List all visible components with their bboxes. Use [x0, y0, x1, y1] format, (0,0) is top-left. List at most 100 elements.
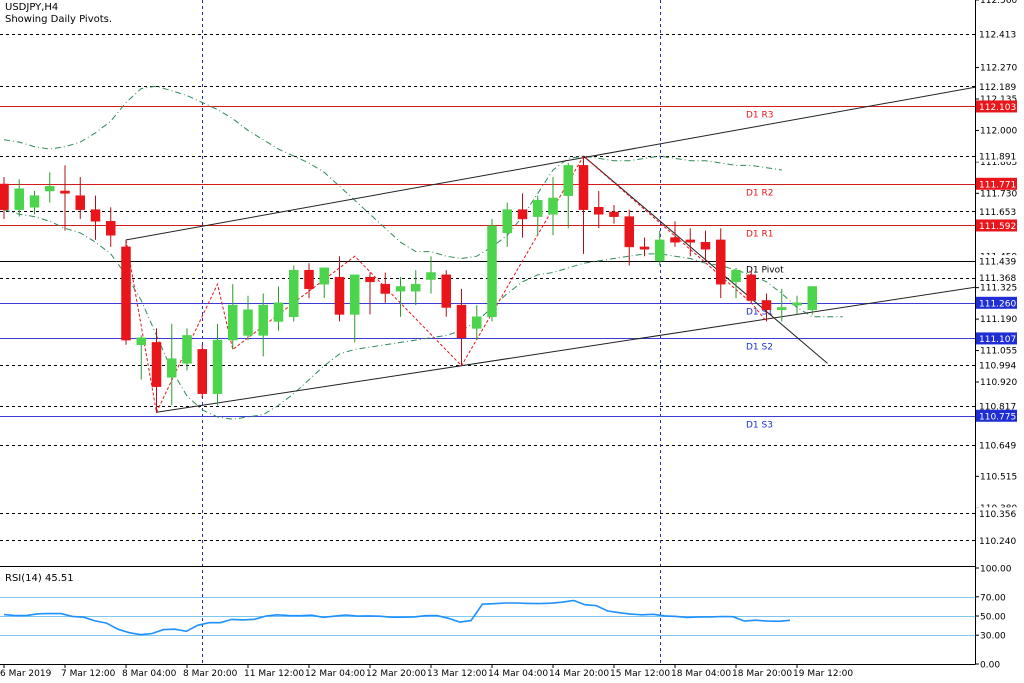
time-tick-label: 14 Mar 04:00 [488, 669, 548, 679]
price-label-box [976, 219, 1017, 232]
price-label-box [976, 332, 1017, 345]
rsi-tick-label: 70.00 [980, 593, 1006, 603]
trendline [125, 86, 975, 241]
candle-body [716, 239, 726, 285]
price-label-text: 111.107 [979, 335, 1016, 345]
candle-body [90, 209, 101, 222]
candle-body [548, 197, 558, 215]
price-tick-label: 112.135 [980, 95, 1017, 105]
candle-body [685, 239, 695, 243]
candle-body [365, 276, 375, 283]
price-label-text: 110.994 [979, 361, 1016, 371]
pivot-label: D1 S2 [746, 343, 773, 353]
candle-body [151, 342, 162, 387]
candle-body [746, 274, 756, 301]
price-label-text: 111.891 [979, 152, 1016, 162]
zigzag-line [125, 155, 767, 414]
candle-body [731, 269, 741, 283]
symbol-label: USDJPY,H4 [5, 2, 59, 13]
candle-body [670, 237, 680, 243]
price-label-box [976, 80, 1017, 93]
candle-body [0, 183, 9, 210]
price-label-text: 111.439 [979, 258, 1016, 268]
candle-body [167, 358, 177, 378]
price-tick-label: 111.325 [980, 284, 1017, 294]
bollinger-upper-line [3, 85, 782, 260]
candle-body [380, 283, 390, 294]
candle-body [75, 195, 85, 210]
price-tick-label: 111.190 [980, 315, 1017, 325]
candle-body [777, 307, 787, 311]
candles-layer [0, 156, 817, 413]
price-label-text: 111.653 [979, 208, 1016, 218]
zigzag-layer [125, 155, 767, 414]
price-label-box [976, 149, 1017, 162]
candle-body [212, 339, 223, 394]
candle-body [60, 190, 70, 194]
rsi-header-label: RSI(14) 45.51 [5, 573, 74, 584]
time-tick-label: 12 Mar 04:00 [305, 669, 365, 679]
price-label-text: 112.103 [979, 103, 1016, 113]
price-label-box [976, 271, 1017, 284]
candle-body [639, 246, 650, 250]
candle-body [533, 200, 543, 217]
price-label-text: 112.413 [979, 31, 1016, 41]
rsi-layer [0, 566, 975, 636]
price-label-box [976, 296, 1017, 309]
candle-body [472, 316, 482, 329]
candle-body [273, 302, 284, 322]
time-tick-label: 14 Mar 20:00 [549, 669, 609, 679]
candle-body [197, 349, 207, 394]
candle-body [655, 239, 665, 262]
pivot-label: D1 R2 [746, 189, 774, 199]
candle-body [517, 209, 528, 220]
price-label-box [976, 507, 1017, 520]
price-label-text: 111.368 [979, 274, 1016, 284]
rsi-tick-label: 30.00 [980, 632, 1006, 642]
price-label-text: 110.817 [979, 402, 1016, 412]
pivot-label: D1 Pivot [746, 266, 784, 276]
candle-body [106, 221, 116, 236]
rsi-tick-label: 0.00 [980, 661, 1000, 671]
price-label-box [976, 255, 1017, 268]
price-label-text: 110.649 [979, 442, 1016, 452]
time-tick-label: 6 Mar 2019 [0, 669, 52, 679]
candle-body [624, 216, 634, 248]
candle-body [487, 225, 497, 318]
candle-body [594, 207, 604, 215]
pivot-label: D1 S1 [746, 308, 773, 318]
frame-layer [0, 0, 976, 665]
candle-body [700, 241, 711, 250]
pivot-label: D1 R1 [746, 230, 774, 240]
bollinger-lower-line [3, 209, 843, 420]
time-tick-label: 8 Mar 20:00 [183, 669, 238, 679]
time-tick-label: 18 Mar 20:00 [732, 669, 792, 679]
candle-body [289, 269, 299, 318]
candle-body [350, 274, 360, 315]
candle-body [563, 165, 573, 196]
time-tick-label: 12 Mar 20:00 [366, 669, 426, 679]
candle-body [182, 335, 192, 364]
candle-body [136, 337, 146, 345]
candle-body [228, 304, 238, 341]
price-label-box [976, 205, 1017, 218]
candle-body [426, 272, 436, 280]
candle-body [441, 274, 451, 308]
candle-body [304, 269, 314, 290]
price-tick-label: 111.055 [980, 347, 1017, 357]
candle-body [502, 209, 512, 234]
time-tick-label: 8 Mar 04:00 [122, 669, 177, 679]
price-tick-label: 112.270 [980, 64, 1017, 74]
candle-body [121, 246, 131, 341]
candle-body [243, 309, 253, 336]
price-label-text: 111.260 [979, 299, 1016, 309]
price-label-text: 110.356 [979, 510, 1016, 520]
price-label-box [976, 28, 1017, 41]
candle-body [761, 300, 772, 311]
candle-body [319, 267, 329, 285]
candle-body [807, 286, 817, 311]
candle-body [14, 188, 24, 210]
bollinger-layer [3, 85, 843, 420]
